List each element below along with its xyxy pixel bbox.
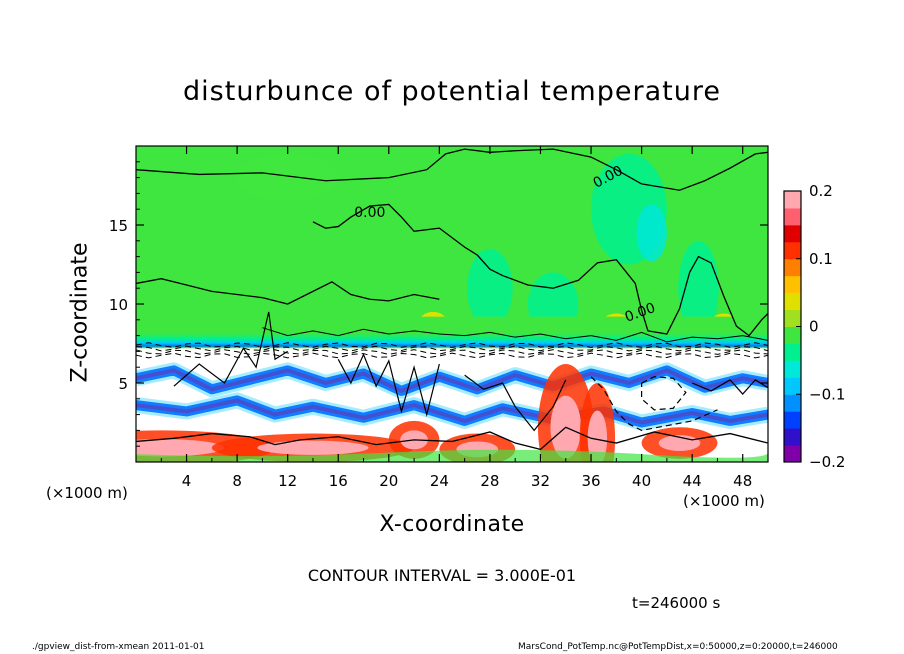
footer-command: ./gpview_dist-from-xmean 2011-01-01 [32,642,205,652]
x-axis-label: X-coordinate [379,512,525,537]
colorbar-segment [784,428,801,446]
zero-contour [691,379,768,395]
negative-contour [590,376,718,432]
colorbar-segment [784,326,801,344]
warm-plume-core [136,439,224,457]
x-tick-label: 20 [379,472,398,490]
colorbar-segment [784,309,801,327]
plot-area [136,146,768,462]
negative-contour [641,376,687,411]
x-axis: 4 8 12 16 20 24 28 32 36 40 44 48 [160,146,752,490]
x-tick-label: 40 [632,472,651,490]
x-tick-label: 4 [182,472,192,490]
surface-strip [136,449,768,462]
cold-core [136,368,768,393]
y-axis-label: Z-coordinate [67,242,93,383]
cool-patch [467,248,513,328]
field-features [136,153,768,462]
zero-contour [337,353,440,417]
chart-title: disturbunce of potential temperature [183,76,721,107]
zero-contour [136,278,440,305]
x-tick-label: 12 [278,472,297,490]
y-axis: 5 10 15 [109,161,768,447]
negative-contour [136,345,768,352]
colorbar-segment [784,377,801,395]
y-tick-label: 15 [109,217,128,235]
colorbar-segment [784,343,801,361]
time-label: t=246000 s [632,594,721,612]
cool-patch [237,153,339,202]
x-unit-label-right: (×1000 m) [683,492,765,510]
colorbar-segment [784,241,801,260]
x-tick-label: 36 [581,472,600,490]
contour-lines [136,148,768,451]
cool-fringe [136,392,768,431]
colorbar-segment [784,275,801,294]
zero-contour [464,374,567,432]
zero-contour [173,311,288,387]
zero-contour [136,148,768,191]
colorbar-segment [784,191,801,209]
cold-core [136,398,768,425]
cool-fringe [136,362,768,399]
colorbar-segment [784,292,801,311]
cool-patch [678,240,719,336]
x-unit-label-left: (×1000 m) [46,484,128,502]
y-tick-label: 5 [118,375,128,393]
x-tick-label: 24 [430,472,449,490]
x-tick-label: 8 [232,472,242,490]
colorbar-segment [784,360,801,378]
warm-plume-core [587,410,608,462]
colorbar-segment [784,411,801,429]
zero-contour [136,426,768,451]
contour-interval-text: CONTOUR INTERVAL = 3.000E-01 [307,566,577,585]
colorbar-segment [784,258,801,277]
negative-contour [136,342,768,348]
colorbar-tick-label: 0 [809,318,819,336]
colorbar-segment [784,207,801,226]
negative-contour [136,352,768,359]
colorbar-tick-label: 0.2 [809,182,833,200]
zero-contour [262,327,768,343]
colorbar-segment [784,445,801,463]
warm-plume-core [257,440,369,455]
x-tick-label: 32 [531,472,550,490]
contour-label: 0.00 [354,205,385,221]
colorbar-tick-label: 0.1 [809,250,833,268]
x-tick-label: 28 [480,472,499,490]
x-tick-label: 44 [683,472,702,490]
colorbar-tick-label: −0.2 [809,453,845,471]
footer-source: MarsCond_PotTemp.nc@PotTempDist,x=0:5000… [518,642,838,652]
cool-patch [636,204,667,262]
negative-contour [136,349,768,355]
colorbar-segment [784,394,801,412]
colorbar-segment [784,224,801,243]
x-tick-label: 48 [733,472,752,490]
y-tick-label: 10 [109,296,128,314]
colorbar-tick-label: −0.1 [809,385,845,403]
transition-band [136,316,768,347]
x-tick-label: 16 [329,472,348,490]
colorbar: 0.2 0.1 0 −0.1 −0.2 [783,182,845,471]
zero-contour [312,203,768,337]
